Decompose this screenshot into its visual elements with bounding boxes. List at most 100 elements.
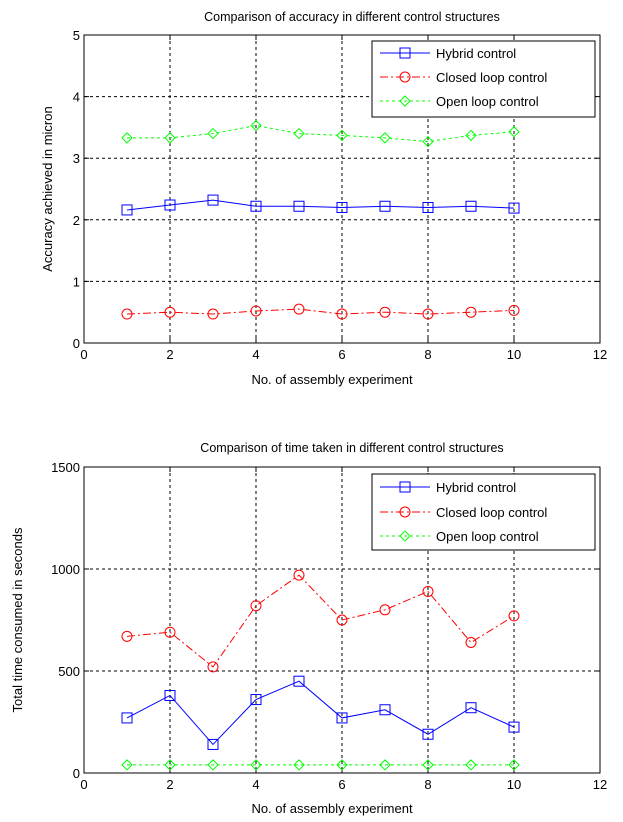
y-tick-label: 4 — [73, 90, 80, 105]
y-tick-label: 1 — [73, 274, 80, 289]
data-point — [422, 759, 434, 771]
x-tick-label: 4 — [252, 777, 259, 792]
data-point — [164, 626, 176, 638]
data-point — [465, 702, 477, 714]
legend-marker — [399, 71, 411, 83]
series-line — [127, 125, 515, 143]
data-point — [508, 202, 520, 214]
data-point — [121, 712, 133, 724]
legend-label-open-loop: Open loop control — [436, 529, 539, 544]
series-closed-loop-control — [121, 569, 520, 673]
legend-label-closed-loop: Closed loop control — [436, 505, 547, 520]
x-tick-label: 6 — [338, 777, 345, 792]
data-point — [293, 303, 305, 315]
y-tick-label: 2 — [73, 213, 80, 228]
data-point — [379, 200, 391, 212]
legend-label-closed-loop: Closed loop control — [436, 70, 547, 85]
y-tick-label: 1500 — [51, 460, 80, 475]
data-point — [379, 306, 391, 318]
data-point — [422, 135, 434, 148]
data-point — [465, 759, 477, 771]
data-point — [293, 569, 305, 581]
data-point — [207, 759, 219, 771]
y-tick-label: 0 — [73, 766, 80, 781]
chart-title: Comparison of accuracy in different cont… — [204, 10, 500, 24]
time-chart: 0 2 4 6 8 10 12 0 500 1000 1500 Comparison of time… — [10, 441, 607, 816]
data-point — [207, 194, 219, 206]
data-point — [465, 636, 477, 648]
series-hybrid-control — [121, 194, 520, 216]
y-axis-label: Accuracy achieved in micron — [40, 106, 55, 271]
data-point — [164, 199, 176, 211]
data-point — [207, 661, 219, 673]
x-tick-label: 10 — [507, 347, 521, 362]
data-point — [465, 306, 477, 318]
series-open-loop-control — [121, 119, 520, 148]
data-point — [336, 308, 348, 320]
x-tick-label: 6 — [338, 347, 345, 362]
data-point — [164, 759, 176, 771]
data-point — [508, 126, 520, 138]
series-line — [126, 308, 515, 315]
x-axis-label: No. of assembly experiment — [251, 372, 413, 387]
x-tick-label: 8 — [424, 777, 431, 792]
data-point — [293, 127, 305, 140]
data-point — [422, 201, 434, 213]
data-point — [465, 129, 477, 142]
data-point — [164, 306, 176, 318]
y-tick-label: 500 — [58, 664, 80, 679]
series-line — [126, 680, 515, 746]
data-point — [250, 694, 262, 706]
data-point — [207, 308, 219, 320]
data-point — [379, 704, 391, 716]
data-point — [422, 728, 434, 740]
data-point — [121, 132, 133, 144]
data-point — [336, 614, 348, 626]
legend-label-hybrid: Hybrid control — [436, 480, 516, 495]
legend-marker — [399, 95, 411, 107]
x-tick-label: 2 — [166, 347, 173, 362]
series-closed-loop-control — [121, 303, 520, 320]
y-tick-label: 0 — [73, 336, 80, 351]
plot-area: 0 2 4 6 8 10 12 0 500 1000 1500 — [51, 460, 607, 792]
data-point — [250, 200, 262, 212]
data-point — [465, 200, 477, 212]
x-tick-label: 0 — [80, 777, 87, 792]
data-point — [508, 610, 520, 622]
legend: Hybrid control Closed loop control Open … — [371, 473, 596, 551]
data-point — [207, 127, 219, 140]
data-point — [508, 759, 520, 771]
data-point — [293, 675, 305, 687]
data-point — [508, 721, 520, 733]
x-axis-label: No. of assembly experiment — [251, 801, 413, 816]
data-point — [422, 308, 434, 320]
y-tick-label: 5 — [73, 28, 80, 43]
legend-marker — [399, 481, 411, 493]
x-tick-label: 4 — [252, 347, 259, 362]
data-point — [508, 304, 520, 316]
x-tick-label: 12 — [593, 777, 607, 792]
data-point — [293, 200, 305, 212]
y-tick-label: 1000 — [51, 562, 80, 577]
data-point — [336, 201, 348, 213]
data-point — [121, 759, 133, 771]
x-tick-label: 10 — [507, 777, 521, 792]
data-point — [164, 689, 176, 701]
legend-marker — [399, 47, 411, 59]
legend: Hybrid control Closed loop control Open … — [371, 40, 596, 118]
data-point — [336, 712, 348, 724]
legend-label-hybrid: Hybrid control — [436, 46, 516, 61]
data-point — [379, 604, 391, 616]
series-open-loop-control — [121, 759, 520, 771]
legend-marker — [399, 506, 411, 518]
chart-title: Comparison of time taken in different co… — [200, 441, 503, 455]
series-line — [126, 574, 515, 668]
data-point — [379, 759, 391, 771]
series-hybrid-control — [121, 675, 520, 750]
x-tick-label: 12 — [593, 347, 607, 362]
series-line — [126, 199, 515, 211]
data-point — [293, 759, 305, 771]
y-axis-label: Total time consumed in seconds — [10, 527, 25, 712]
